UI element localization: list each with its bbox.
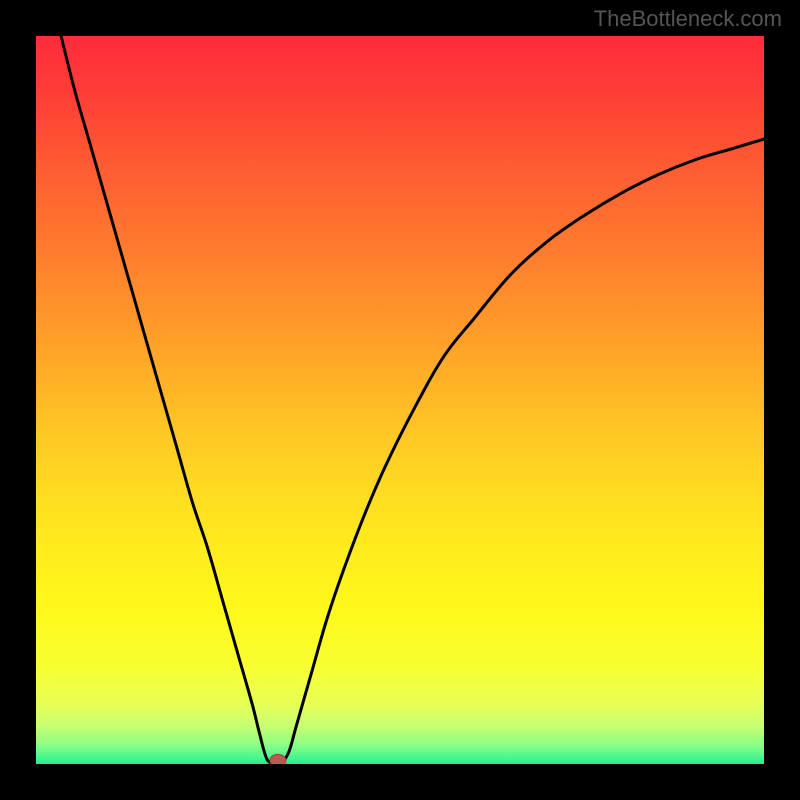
watermark-text: TheBottleneck.com [594, 6, 782, 32]
plot-background [30, 30, 770, 770]
bottleneck-curve-chart [30, 30, 770, 770]
chart-container: TheBottleneck.com [0, 0, 800, 800]
